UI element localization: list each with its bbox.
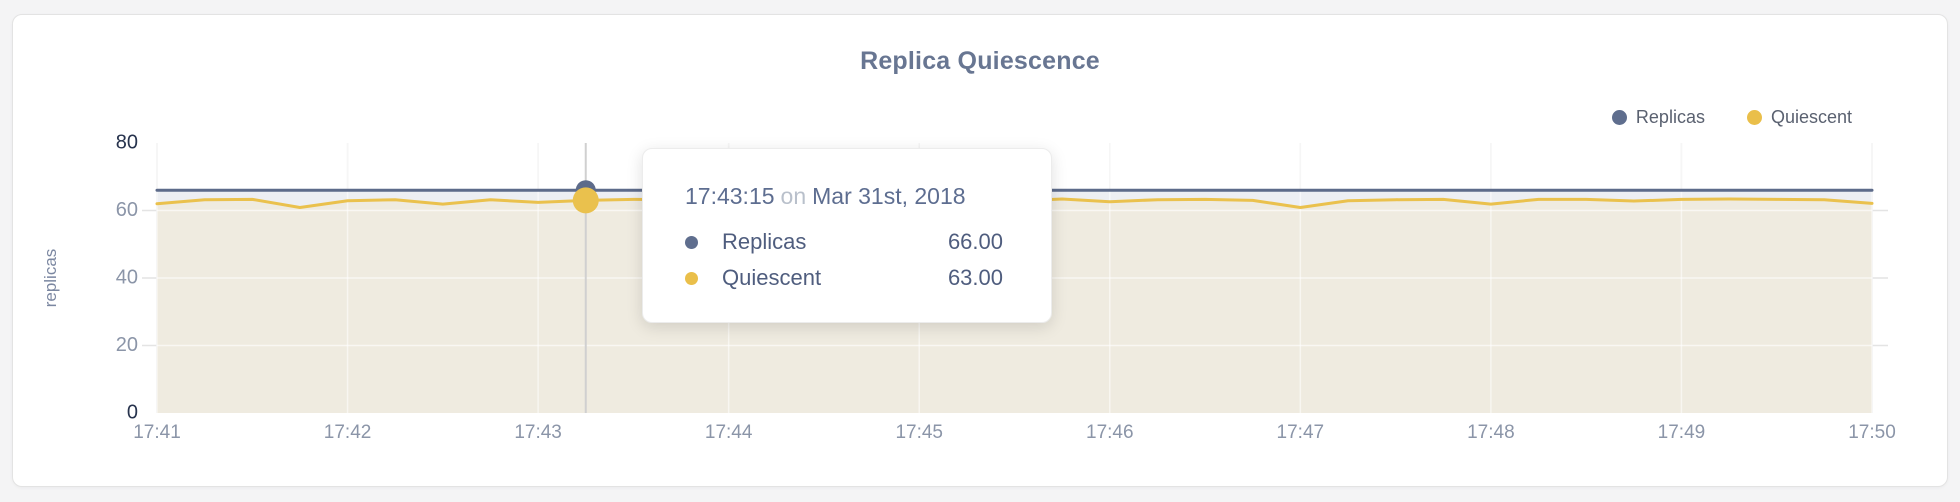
x-tick-label: 17:42 [324, 422, 372, 443]
tooltip-time: 17:43:15 [685, 183, 775, 209]
x-tick-label: 17:48 [1467, 422, 1515, 443]
legend-item-replicas[interactable]: Replicas [1611, 107, 1705, 128]
legend-label: Quiescent [1770, 107, 1852, 127]
tooltip-timestamp: 17:43:15 on Mar 31st, 2018 [685, 183, 1003, 210]
x-tick-label: 17:46 [1086, 422, 1134, 443]
replicas-series-dot-icon [1611, 110, 1627, 125]
legend: Replicas Quiescent [1611, 107, 1852, 128]
tooltip-row-replicas: Replicas 66.00 [685, 224, 1003, 260]
replicas-series-dot-icon [685, 235, 698, 249]
tooltip-row-quiescent: Quiescent 63.00 [685, 260, 1003, 296]
tooltip-series-label: Quiescent [722, 265, 822, 290]
tooltip-series-label: Replicas [722, 229, 807, 254]
legend-label: Replicas [1635, 107, 1705, 127]
x-tick-label: 17:43 [514, 422, 562, 443]
quiescent-series-dot-icon [685, 271, 698, 285]
y-tick-label: 40 [116, 266, 138, 288]
y-tick-label: 80 [116, 131, 138, 153]
x-tick-label: 17:44 [705, 422, 753, 443]
y-tick-label: 20 [116, 334, 138, 356]
tooltip-series-value: 66.00 [947, 229, 1003, 254]
x-tick-label: 17:41 [133, 422, 181, 443]
x-tick-label: 17:45 [895, 422, 943, 443]
x-tick-label: 17:47 [1277, 422, 1325, 443]
legend-item-quiescent[interactable]: Quiescent [1746, 107, 1852, 128]
x-tick-label: 17:49 [1658, 422, 1706, 443]
tooltip-date: Mar 31st, 2018 [812, 183, 966, 209]
hover-tooltip: 17:43:15 on Mar 31st, 2018 Replicas 66.00 … [642, 148, 1052, 323]
quiescent-series-dot-icon [1746, 110, 1762, 125]
y-tick-label: 0 [127, 401, 138, 423]
y-axis-title: replicas [41, 249, 60, 308]
y-tick-label: 60 [116, 199, 138, 221]
quiescent-hover-marker [572, 187, 599, 214]
tooltip-series-value: 63.00 [947, 265, 1003, 290]
chart-title: Replica Quiescence [860, 47, 1100, 75]
x-tick-label: 17:50 [1848, 422, 1896, 443]
tooltip-connector: on [780, 183, 807, 209]
